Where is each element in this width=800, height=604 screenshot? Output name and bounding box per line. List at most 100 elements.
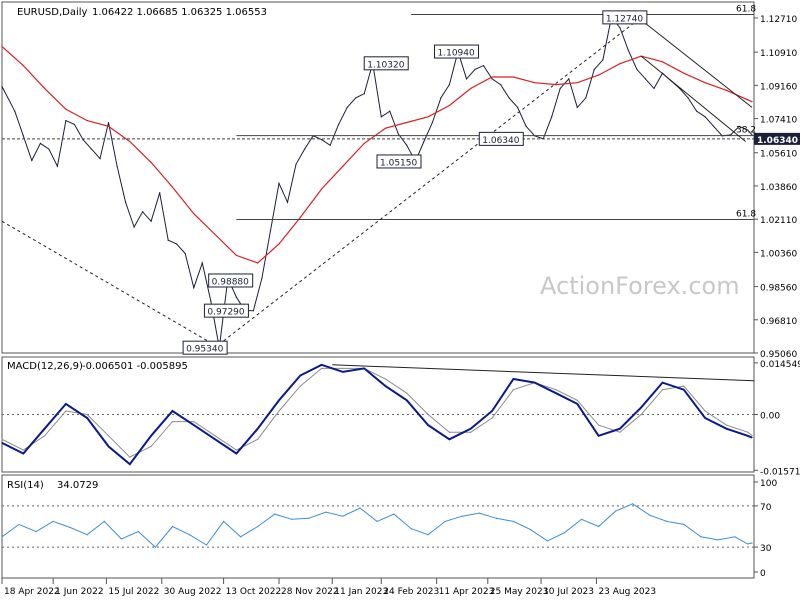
macd-signal-line-point: [619, 431, 621, 433]
y-tick-label: 1.05610: [760, 150, 797, 160]
price-line-point: [491, 78, 493, 80]
macd-signal-line-point: [129, 456, 131, 458]
ma-line-point: [619, 63, 621, 65]
price-label: 1.10940: [438, 49, 475, 59]
macd-panel-title: MACD(12,26,9): [7, 361, 83, 372]
ma-line-point: [193, 213, 195, 215]
macd-line-point: [321, 364, 323, 366]
macd-signal-line-point: [427, 413, 429, 416]
rsi-line-point: [35, 531, 37, 533]
price-label: 0.97290: [207, 308, 244, 318]
price-line-point: [235, 296, 237, 298]
macd-line-point: [342, 371, 344, 373]
price-line-point: [321, 139, 323, 141]
macd-line-point: [257, 428, 259, 430]
macd-line-point: [747, 435, 749, 437]
y-tick-label: 1.10910: [760, 49, 797, 59]
macd-line-point: [597, 435, 600, 437]
price-line-point: [133, 226, 135, 228]
macd-line-point: [65, 403, 67, 405]
price-line-point: [252, 310, 255, 312]
price-line-point: [73, 123, 76, 126]
rsi-line-point: [1, 536, 3, 538]
x-tick-label: 18 Apr 2022: [4, 587, 60, 597]
price-line-point: [261, 277, 263, 279]
y-tick-label: 100: [760, 479, 777, 489]
price-line-point: [56, 165, 58, 167]
y-tick-label: 70: [760, 503, 772, 513]
ma-line-point: [257, 262, 259, 264]
y-tick-label: 0.00: [760, 412, 780, 422]
macd-signal-line-point: [150, 445, 152, 448]
rsi-line-point: [257, 525, 259, 528]
price-line-point: [619, 27, 621, 29]
price-line-point: [380, 116, 382, 118]
price-line-point: [210, 300, 212, 302]
price-line-point: [159, 192, 161, 194]
price-line-point: [696, 110, 698, 112]
price-line-point: [499, 83, 502, 86]
macd-line-point: [129, 463, 131, 465]
ma-line-point: [44, 87, 46, 89]
price-line-point: [585, 97, 587, 99]
fib-level-label: 61.8: [736, 210, 756, 220]
ma-line-point: [725, 89, 728, 91]
price-line-point: [517, 106, 519, 108]
price-line-point: [653, 87, 655, 89]
y-tick-label: 1.00360: [760, 249, 797, 259]
macd-line-point: [299, 374, 301, 377]
macd-line-point: [86, 417, 88, 419]
price-line-point: [431, 121, 433, 124]
y-tick-label: 0.95060: [760, 350, 797, 360]
price-line-point: [474, 68, 476, 70]
price-label-box: [478, 131, 524, 146]
rsi-line-point: [137, 531, 139, 533]
macd-signal-line-point: [640, 413, 642, 416]
rsi-line-point: [240, 536, 242, 538]
rsi-panel-title: RSI(14): [7, 480, 44, 491]
macd-signal-line-point: [683, 385, 685, 387]
macd-line-point: [704, 417, 706, 419]
rsi-line-point: [291, 518, 293, 520]
ma-line-point: [171, 186, 174, 188]
macd-signal-line-point: [384, 378, 387, 380]
y-tick-label: 0.98560: [760, 284, 797, 294]
price-line-point: [602, 59, 604, 61]
price-line-point: [65, 120, 67, 122]
rsi-line-point: [751, 542, 753, 544]
macd-signal-line-point: [321, 367, 323, 369]
price-line-point: [14, 110, 16, 112]
price-label-box: [376, 154, 422, 169]
x-tick-label: 11 Jan 2023: [334, 587, 388, 597]
macd-signal-line-point: [491, 417, 493, 419]
price-line-point: [286, 201, 289, 203]
rsi-line-point: [717, 539, 719, 541]
macd-signal-line-point: [342, 367, 344, 369]
price-line-point: [508, 97, 510, 99]
rsi-line-point: [188, 534, 191, 536]
ma-line-point: [448, 104, 451, 107]
x-tick-label: 28 Nov 2022: [281, 587, 339, 597]
ma-line-point: [86, 120, 88, 122]
ma-line-point: [751, 101, 753, 103]
ma-line-point: [555, 83, 557, 86]
channel-upper-line: [640, 19, 753, 108]
macd-signal-line-point: [299, 385, 301, 387]
rsi-line-point: [154, 546, 157, 548]
x-tick-label: 10 Jul 2023: [543, 587, 594, 597]
price-line-point: [525, 125, 527, 127]
y-tick-label: 1.07410: [760, 116, 797, 126]
price-label: 1.06340: [482, 136, 519, 146]
price-line-point: [593, 68, 595, 70]
macd-signal-line-point: [193, 420, 195, 423]
ma-line-point: [683, 72, 685, 74]
ma-line-point: [214, 233, 216, 236]
price-line-point: [124, 201, 127, 203]
y-tick-label: -0.015712: [760, 467, 800, 477]
price-line-point: [116, 165, 118, 167]
ma-line-point: [427, 116, 429, 118]
price-line-point: [142, 211, 144, 213]
price-line-point: [423, 140, 425, 143]
price-line-point: [397, 133, 399, 135]
